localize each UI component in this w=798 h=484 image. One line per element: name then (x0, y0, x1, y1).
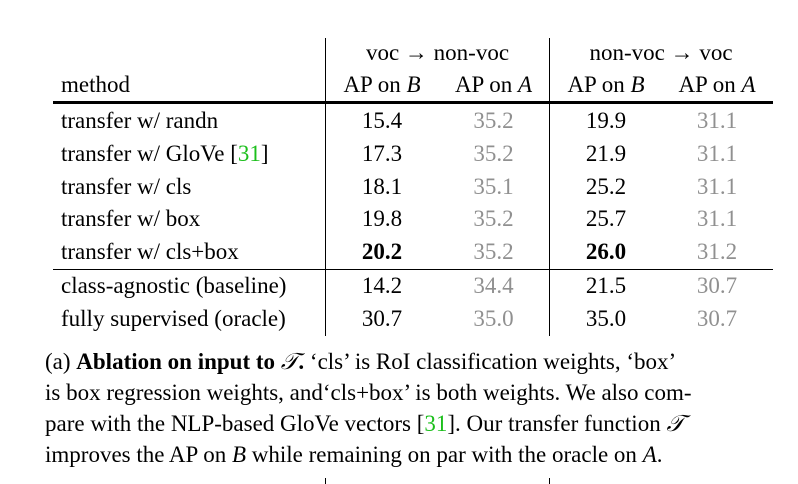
method-header: method (61, 72, 130, 97)
column-divider-groups (549, 38, 550, 336)
col-header-ap-a-1: AP on A (438, 72, 549, 98)
transfer-function-symbol: 𝒯 (280, 349, 299, 374)
row-method: class-agnostic (baseline) (61, 273, 287, 298)
cell-ap-a-2: 30.7 (696, 306, 738, 331)
col-header-ap-b-2: AP on B (550, 72, 662, 98)
cell-ap-b-2: 21.5 (585, 273, 627, 298)
col-header-prefix: AP on (678, 72, 742, 97)
cell-ap-b-1: 19.8 (361, 206, 403, 231)
caption-line-1: (a) Ablation on input to 𝒯. ‘cls’ is RoI… (45, 346, 676, 377)
col-header-var: A (741, 72, 756, 97)
row-method: transfer w/ box (61, 206, 201, 231)
col-header-prefix: AP on (454, 72, 518, 97)
caption-text: ‘cls’ is RoI classification weights, ‘bo… (304, 349, 677, 374)
cell-ap-b-1-best: 20.2 (361, 239, 403, 264)
row-method: transfer w/ cls+box (61, 239, 239, 264)
caption-text: while remaining on par with the oracle o… (246, 442, 643, 467)
caption-text: pare with the NLP-based GloVe vectors [ (45, 411, 425, 436)
cell-ap-a-1: 35.0 (473, 306, 514, 331)
cell-ap-a-1: 34.4 (473, 273, 514, 298)
cell-ap-a-2: 31.1 (696, 108, 738, 133)
caption-var-a: A (642, 442, 657, 467)
col-header-ap-a-2: AP on A (662, 72, 772, 98)
col-header-prefix: AP on (567, 72, 631, 97)
caption-text: . (656, 442, 663, 467)
column-divider-stub (549, 478, 550, 484)
row-method: transfer w/ randn (61, 108, 219, 133)
column-divider-method (325, 38, 326, 336)
cell-ap-b-2: 25.2 (585, 174, 627, 199)
header-rule (53, 101, 773, 104)
cell-ap-a-1: 35.2 (473, 206, 514, 231)
group-header-voc-to-nonvoc: voc → non-voc (365, 40, 510, 65)
cell-ap-b-1: 17.3 (361, 141, 403, 166)
caption-label: (a) (45, 349, 77, 374)
section-rule (53, 269, 773, 270)
cell-ap-a-2: 31.1 (696, 174, 738, 199)
cell-ap-a-1: 35.2 (473, 141, 514, 166)
cell-ap-a-2: 31.1 (696, 206, 738, 231)
citation-link[interactable]: 31 (424, 411, 448, 436)
cell-ap-b-2: 35.0 (585, 306, 627, 331)
row-method-text: transfer w/ GloVe [ (61, 141, 238, 166)
col-header-var: A (518, 72, 533, 97)
cell-ap-b-1: 15.4 (361, 108, 403, 133)
col-header-var: B (630, 72, 645, 97)
caption-title: Ablation on input to (76, 349, 281, 374)
cell-ap-a-1: 35.2 (473, 108, 514, 133)
cell-ap-b-1: 18.1 (361, 174, 403, 199)
caption-text: ]. Our transfer function (447, 411, 667, 436)
cell-ap-a-2: 31.1 (696, 141, 738, 166)
cell-ap-a-1: 35.1 (473, 174, 514, 199)
col-header-var: B (406, 72, 421, 97)
caption-var-b: B (231, 442, 247, 467)
col-header-ap-b-1: AP on B (326, 72, 438, 98)
cell-ap-a-2: 31.2 (696, 239, 738, 264)
cell-ap-b-2-best: 26.0 (585, 239, 627, 264)
caption-line-4: improves the AP on B while remaining on … (45, 439, 663, 470)
caption-title-end: . (298, 349, 305, 374)
caption-line-3: pare with the NLP-based GloVe vectors [3… (45, 408, 684, 439)
row-method: transfer w/ cls (61, 174, 192, 199)
table-caption: (a) Ablation on input to 𝒯. ‘cls’ is RoI… (45, 346, 785, 476)
cell-ap-b-2: 21.9 (585, 141, 627, 166)
cell-ap-b-2: 25.7 (585, 206, 627, 231)
cell-ap-b-2: 19.9 (585, 108, 627, 133)
cell-ap-a-2: 30.7 (696, 273, 738, 298)
group-header-nonvoc-to-voc: non-voc → voc (589, 40, 733, 65)
caption-line-2: is box regression weights, and‘cls+box’ … (45, 380, 692, 405)
cell-ap-b-1: 30.7 (361, 306, 403, 331)
row-method: fully supervised (oracle) (61, 306, 286, 331)
col-header-prefix: AP on (343, 72, 407, 97)
citation-link[interactable]: 31 (237, 141, 261, 166)
cell-ap-b-1: 14.2 (361, 273, 403, 298)
cell-ap-a-1: 35.2 (473, 239, 514, 264)
caption-text: improves the AP on (45, 442, 232, 467)
column-divider-stub (325, 478, 326, 484)
row-method: transfer w/ GloVe [31] (61, 141, 269, 167)
transfer-function-symbol: 𝒯 (666, 411, 685, 436)
row-method-tail: ] (260, 141, 269, 166)
